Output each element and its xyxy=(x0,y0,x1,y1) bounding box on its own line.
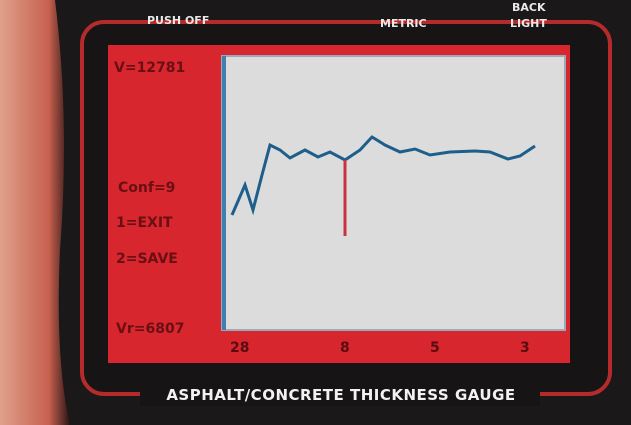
axis-label: 8 xyxy=(340,340,350,356)
side-label: 1=EXIT xyxy=(116,215,173,231)
button-label: BACK xyxy=(512,1,546,14)
lcd xyxy=(221,55,566,331)
lcd-axis xyxy=(222,56,226,330)
button-label: METRIC xyxy=(380,17,427,30)
button-label: LIGHT xyxy=(510,17,547,30)
finger xyxy=(0,0,70,425)
axis-label: 3 xyxy=(520,340,530,356)
side-label: V=12781 xyxy=(114,60,185,76)
axis-label: 5 xyxy=(430,340,440,356)
footer-bg xyxy=(140,382,540,406)
button-label: PUSH OFF xyxy=(147,14,209,27)
side-label: Conf=9 xyxy=(118,180,175,196)
footer-title: ASPHALT/CONCRETE THICKNESS GAUGE xyxy=(166,386,515,404)
side-label: 2=SAVE xyxy=(116,251,178,267)
waveform xyxy=(230,135,536,216)
axis-label: 28 xyxy=(230,340,249,356)
side-label: Vr=6807 xyxy=(116,321,184,337)
